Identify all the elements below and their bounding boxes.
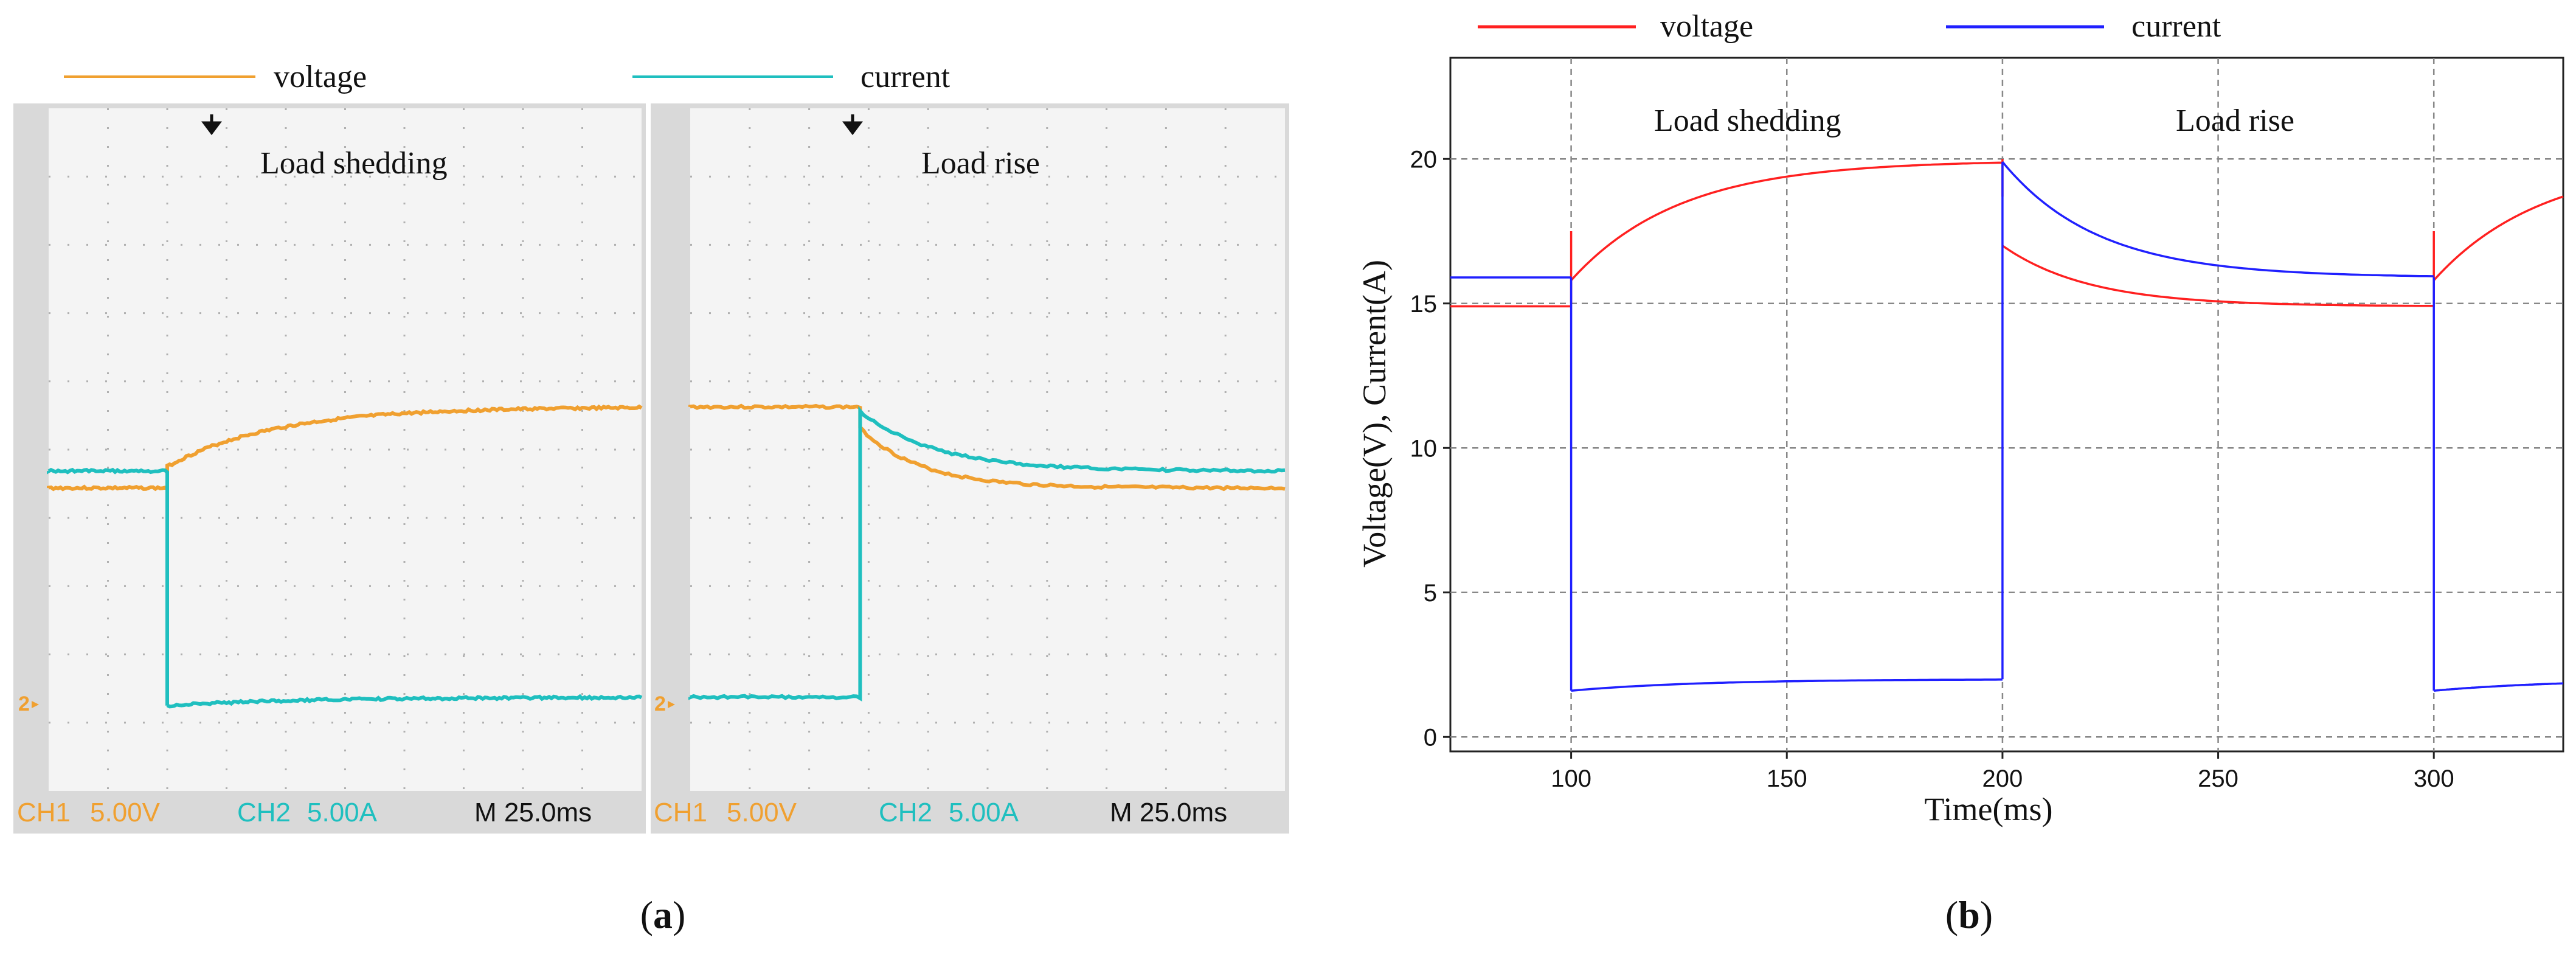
scope-current-trace bbox=[47, 467, 643, 709]
annotation-load-rise-a: Load rise bbox=[921, 146, 1040, 181]
y-tick-label: 0 bbox=[1424, 724, 1437, 751]
axis-ticks: 100 150 200 250 300 0 5 10 15 20 bbox=[1410, 146, 2454, 792]
y-tick-label: 15 bbox=[1410, 291, 1438, 318]
legend-voltage-label-a: voltage bbox=[274, 60, 367, 94]
trigger-arrow-icon bbox=[842, 114, 863, 136]
panel-b-simulation: voltage current 100 150 200 250 30005101520 … bbox=[1356, 9, 2564, 936]
panel-a-oscilloscope: voltage current Load shedding 2 CH1 5.00… bbox=[13, 60, 1289, 936]
x-tick-label: 150 bbox=[1767, 765, 1807, 792]
ch2-ground-marker: 2 bbox=[18, 692, 30, 716]
y-tick-label: 5 bbox=[1424, 580, 1437, 607]
x-tick-label: 300 bbox=[2414, 765, 2454, 792]
y-axis-label: Voltage(V), Current(A) bbox=[1356, 260, 1393, 568]
ch1-scale: 5.00V bbox=[727, 798, 797, 827]
scope-grid bbox=[690, 108, 1285, 791]
y-tick-label: 20 bbox=[1410, 146, 1438, 173]
annotation-load-rise-b: Load rise bbox=[2176, 103, 2294, 138]
scope-voltage-trace bbox=[47, 404, 643, 492]
x-axis-label: Time(ms) bbox=[1924, 791, 2052, 827]
legend-current-label-a: current bbox=[860, 60, 950, 94]
legend-current-label-b: current bbox=[2131, 9, 2221, 44]
plot-area bbox=[1449, 57, 2564, 753]
scope-screen-load-shedding: Load shedding 2 CH1 5.00V CH2 5.00A M 25… bbox=[13, 103, 646, 834]
ch2-label: CH2 bbox=[879, 798, 932, 827]
caption-b: (b) bbox=[1945, 893, 1993, 936]
ch2-label: CH2 bbox=[237, 798, 291, 827]
scope-grid bbox=[49, 108, 642, 791]
scope-screen-load-rise: Load rise 2 CH1 5.00V CH2 5.00A M 25.0ms bbox=[651, 103, 1289, 834]
timebase: M 25.0ms bbox=[474, 798, 592, 827]
ch1-scale: 5.00V bbox=[90, 798, 161, 827]
ch1-label: CH1 bbox=[17, 798, 71, 827]
ch2-ground-marker: 2 bbox=[654, 692, 666, 716]
annotation-load-shedding-b: Load shedding bbox=[1654, 103, 1841, 138]
legend-voltage-label-b: voltage bbox=[1660, 9, 1753, 44]
ch2-scale: 5.00A bbox=[949, 798, 1019, 827]
series-current-line bbox=[1450, 161, 2564, 692]
caption-a: (a) bbox=[640, 893, 686, 936]
ch2-ground-arrow-icon bbox=[32, 701, 39, 708]
series-lines bbox=[1450, 159, 2564, 692]
scope-voltage-trace bbox=[688, 403, 1286, 492]
timebase: M 25.0ms bbox=[1110, 798, 1227, 827]
y-tick-label: 10 bbox=[1410, 435, 1438, 462]
ch2-scale: 5.00A bbox=[307, 798, 378, 827]
ch2-ground-arrow-icon bbox=[668, 701, 675, 708]
scope-current-trace bbox=[688, 406, 1286, 702]
ch1-label: CH1 bbox=[654, 798, 707, 827]
annotation-load-shedding-a: Load shedding bbox=[260, 146, 448, 181]
trigger-arrow-icon bbox=[201, 114, 222, 136]
x-tick-label: 250 bbox=[2198, 765, 2238, 792]
x-tick-label: 100 bbox=[1551, 765, 1591, 792]
x-tick-label: 200 bbox=[1982, 765, 2023, 792]
